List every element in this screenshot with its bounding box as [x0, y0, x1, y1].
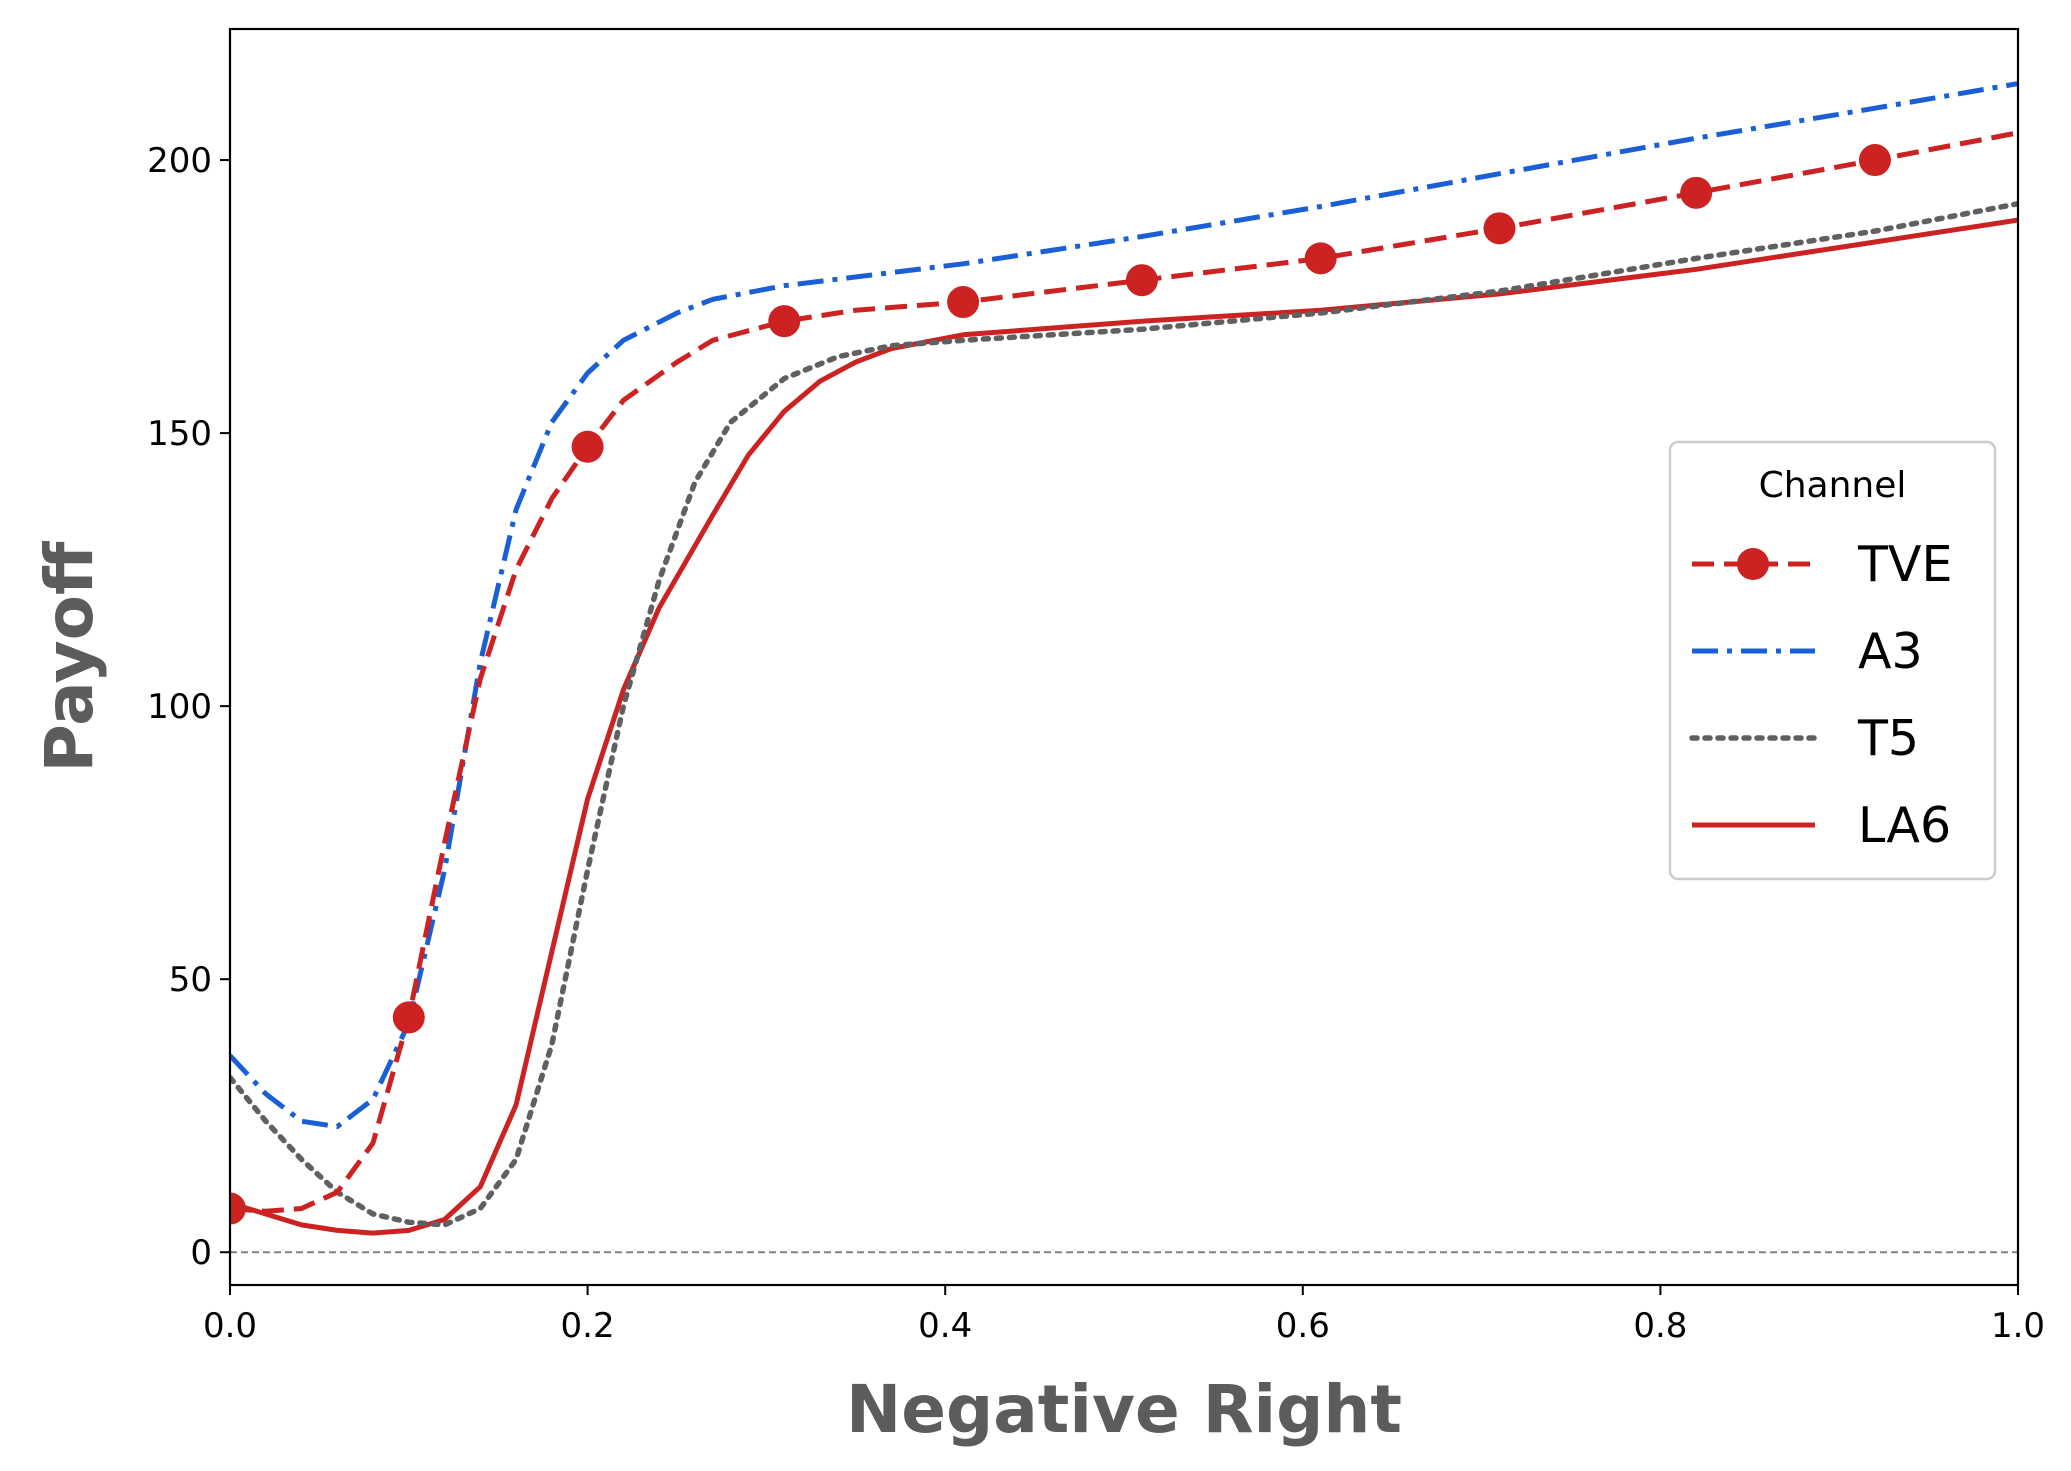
y-axis: 0 50 100 150 200 — [147, 141, 230, 1273]
legend-items: TVE A3 T5 LA6 — [1689, 536, 1952, 854]
data-point-tve-1 — [392, 1001, 425, 1034]
legend-title: Channel — [1759, 465, 1907, 506]
plot-frame — [228, 27, 2020, 1287]
data-point-tve-8 — [1680, 176, 1713, 209]
data-point-tve-2 — [571, 430, 604, 463]
legend: Channel TVE A3 T5 LA6 — [1668, 440, 1997, 881]
x-tick-label: 0.2 — [561, 1306, 615, 1346]
x-axis: 0.0 0.2 0.4 0.6 0.8 1.0 — [203, 1285, 2045, 1346]
legend-item-t5: T5 — [1689, 710, 1919, 767]
legend-item-a3: A3 — [1692, 623, 1923, 680]
x-axis-title: Negative Right — [846, 1371, 1402, 1448]
data-point-tve-6 — [1304, 242, 1337, 275]
y-tick-label: 0 — [190, 1233, 212, 1273]
legend-item-la6: LA6 — [1692, 797, 1951, 854]
y-tick-label: 200 — [147, 141, 212, 181]
legend-label-la6: LA6 — [1858, 797, 1951, 854]
series-layer — [230, 81, 2018, 1236]
data-point-tve-3 — [768, 305, 801, 338]
data-point-tve-5 — [1125, 264, 1158, 297]
x-tick-label: 0.4 — [918, 1306, 972, 1346]
legend-item-tve: TVE — [1692, 536, 1952, 593]
y-axis-title: Payoff — [31, 540, 108, 772]
data-point-tve-7 — [1483, 212, 1516, 245]
data-point-tve-0 — [230, 1192, 246, 1225]
x-tick-label: 0.0 — [203, 1306, 257, 1346]
legend-label-a3: A3 — [1858, 623, 1923, 680]
series-line-tve — [230, 130, 2018, 1214]
data-point-tve-4 — [947, 286, 980, 319]
legend-label-tve: TVE — [1857, 536, 1952, 593]
x-tick-label: 0.6 — [1276, 1306, 1330, 1346]
x-tick-label: 0.8 — [1633, 1306, 1687, 1346]
series-line-t5 — [230, 200, 2018, 1228]
y-tick-label: 150 — [147, 414, 212, 454]
legend-label-t5: T5 — [1857, 710, 1919, 767]
y-tick-label: 50 — [169, 960, 212, 1000]
data-point-tve-9 — [1858, 144, 1891, 177]
series-line-la6 — [230, 217, 2018, 1236]
y-tick-label: 100 — [147, 687, 212, 727]
x-tick-label: 1.0 — [1991, 1306, 2045, 1346]
legend-marker-tve — [1737, 548, 1769, 580]
series-line-a3 — [230, 81, 2018, 1130]
